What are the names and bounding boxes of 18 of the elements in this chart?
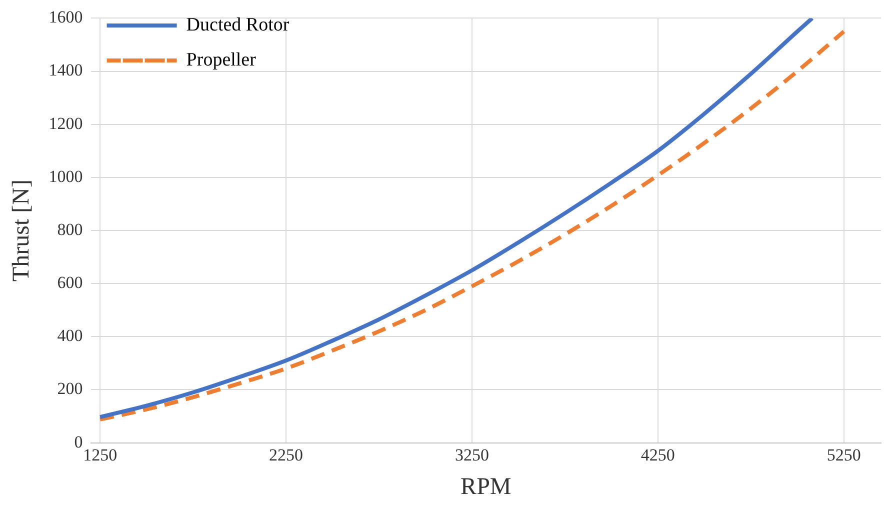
x-tick-label: 4250 xyxy=(640,445,675,464)
x-tick-label: 1250 xyxy=(83,445,118,464)
y-axis-title: Thrust [N] xyxy=(8,180,35,282)
legend-label: Ducted Rotor xyxy=(186,14,290,36)
x-axis-title: RPM xyxy=(460,474,512,500)
y-tick-label: 1000 xyxy=(48,166,83,186)
y-tick-label: 600 xyxy=(57,273,83,292)
y-tick-label: 200 xyxy=(57,379,83,398)
y-tick-label: 0 xyxy=(74,432,83,452)
y-tick-label: 1400 xyxy=(48,60,83,80)
legend-label: Propeller xyxy=(186,49,257,70)
y-tick-label: 1600 xyxy=(48,8,83,27)
y-tick-label: 800 xyxy=(57,220,83,239)
y-tick-label: 400 xyxy=(57,326,83,346)
y-tick-label: 1200 xyxy=(48,114,83,133)
x-tick-label: 2250 xyxy=(269,445,304,464)
x-tick-label: 3250 xyxy=(454,445,489,464)
x-tick-label: 5250 xyxy=(826,445,861,464)
